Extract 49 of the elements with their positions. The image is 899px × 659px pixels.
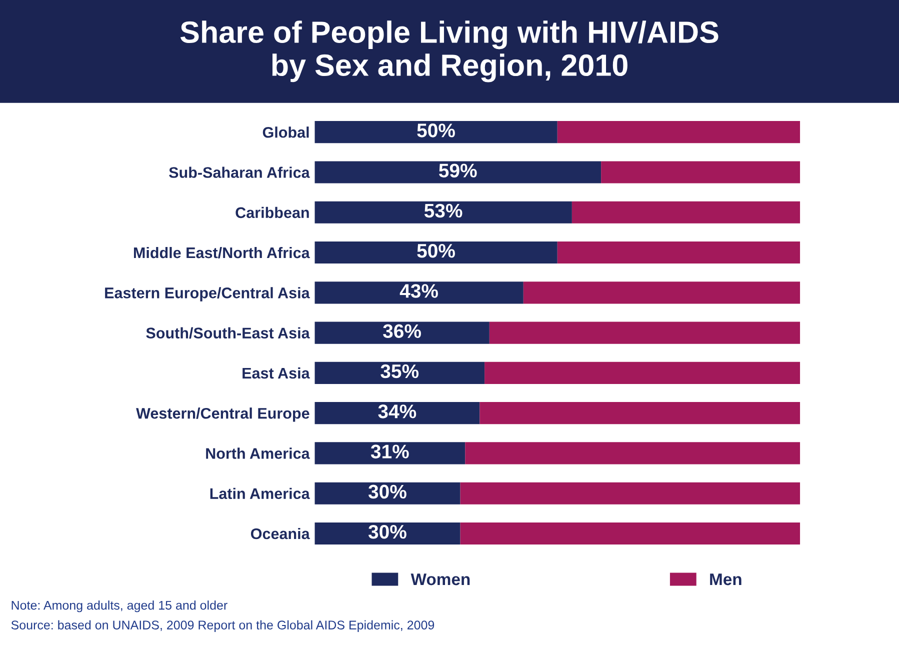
text: Note: Among adults, aged 15 and older	[12, 600, 228, 612]
y-tick-label: Western/Central Europe	[136, 408, 310, 422]
data-label: 31%	[370, 444, 409, 458]
bar	[314, 121, 558, 144]
data-label: 35%	[380, 364, 419, 378]
bar	[465, 442, 800, 464]
y-tick-label: North America	[206, 448, 310, 459]
chart-title: Share of People Living with HIV/AIDS by Sex and Region, 2010	[180, 20, 718, 82]
bar	[572, 201, 800, 224]
source-note: Source: based on UNAIDS, 2009 Report on the Global AIDS Epidemic, 2009	[11, 620, 434, 632]
data-label: 36%	[383, 324, 421, 338]
bar	[314, 522, 460, 545]
y-tick-label: Caribbean	[236, 206, 309, 218]
bar	[314, 402, 480, 424]
y-tick-label: Sub-Saharan Africa	[169, 166, 310, 178]
bar	[314, 161, 602, 184]
bar	[314, 241, 558, 264]
bar	[480, 402, 800, 424]
y-tick-label: Middle East/North Africa	[134, 246, 310, 258]
data-label: 30%	[368, 484, 406, 499]
y-tick-label: Oceania	[250, 528, 310, 540]
data-label: 59%	[439, 164, 477, 178]
bar	[314, 482, 460, 504]
bar	[557, 121, 800, 144]
bar	[460, 522, 800, 545]
bar	[601, 161, 800, 184]
legend-label: Women	[410, 574, 470, 586]
y-tick-label: South/South-East Asia	[146, 327, 310, 339]
legend-label: Men	[710, 574, 742, 586]
bar	[557, 241, 800, 264]
data-label: 53%	[424, 204, 462, 218]
y-tick-label: Global	[262, 126, 309, 138]
y-tick-label: East Asia	[242, 367, 310, 379]
bar	[314, 282, 524, 304]
bar	[489, 322, 800, 344]
bar	[460, 482, 800, 504]
data-label: 34%	[378, 404, 416, 418]
y-tick-label: Eastern Europe/Central Asia	[105, 287, 310, 302]
bar	[314, 362, 485, 384]
data-label: 43%	[400, 284, 438, 298]
bar	[314, 322, 490, 344]
bar	[314, 201, 572, 224]
data-label: 50%	[417, 244, 455, 258]
data-label: 30%	[368, 524, 406, 539]
bar	[484, 362, 800, 384]
data-label: 50%	[417, 124, 455, 138]
y-tick-label: Latin America	[210, 488, 310, 500]
bar	[523, 282, 800, 304]
bar	[314, 442, 466, 464]
